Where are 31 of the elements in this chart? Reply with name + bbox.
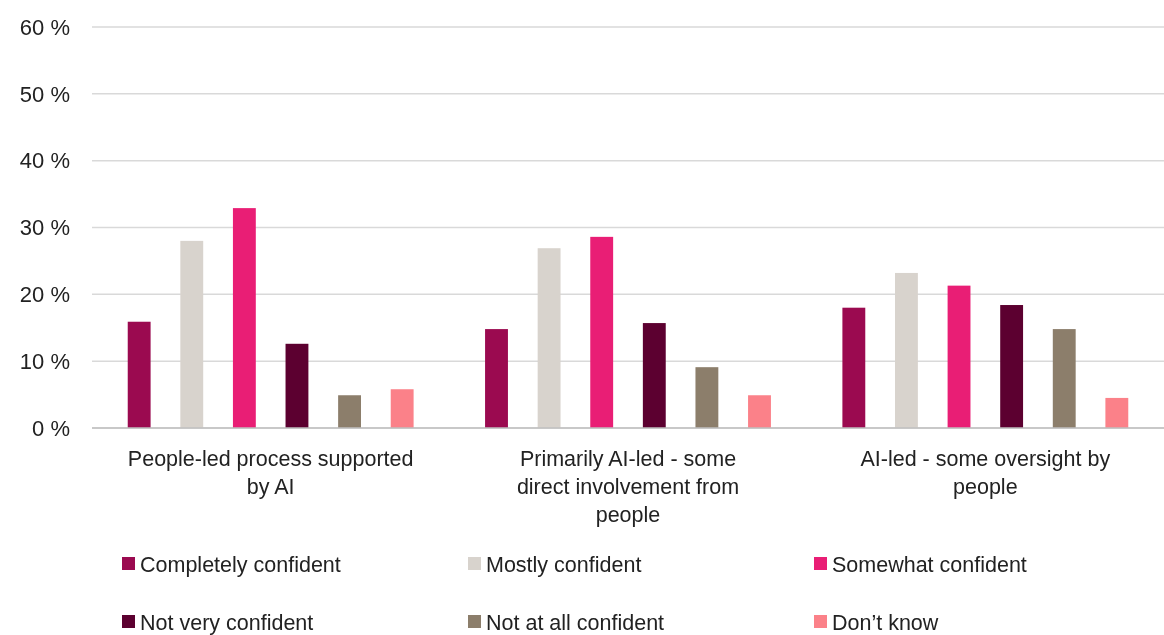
legend-label: Completely confident xyxy=(140,552,341,577)
legend-label: Mostly confident xyxy=(486,552,642,577)
bar xyxy=(842,307,866,428)
bar xyxy=(390,389,414,428)
bar xyxy=(1105,397,1129,428)
x-tick-label: Primarily AI-led - some direct involvement from people xyxy=(516,447,740,527)
bar xyxy=(285,343,309,428)
bar xyxy=(642,323,666,428)
bar xyxy=(748,395,771,428)
y-tick-label: 30 % xyxy=(19,215,70,241)
bar xyxy=(695,367,719,428)
bar xyxy=(1052,329,1076,428)
bar xyxy=(590,236,614,428)
legend-label: Not very confident xyxy=(140,610,314,635)
y-tick-label: 0 % xyxy=(32,415,70,441)
legend-label: Somewhat confident xyxy=(832,552,1027,577)
x-tick-label: People-led process supported by AI xyxy=(127,447,414,499)
legend-label: Don’t know xyxy=(832,610,939,635)
bar xyxy=(232,208,256,428)
y-tick-label: 20 % xyxy=(19,282,70,308)
bar xyxy=(485,329,508,428)
legend-label: Not at all confident xyxy=(486,610,665,635)
bar xyxy=(127,321,151,428)
y-tick-label: 40 % xyxy=(19,148,70,174)
bar xyxy=(947,285,971,428)
bar xyxy=(1000,305,1024,428)
y-tick-label: 10 % xyxy=(19,348,70,374)
bar xyxy=(338,395,361,428)
x-tick-label: AI-led - some oversight by people xyxy=(860,447,1111,499)
y-tick-label: 60 % xyxy=(19,14,70,40)
y-tick-label: 50 % xyxy=(19,81,70,107)
